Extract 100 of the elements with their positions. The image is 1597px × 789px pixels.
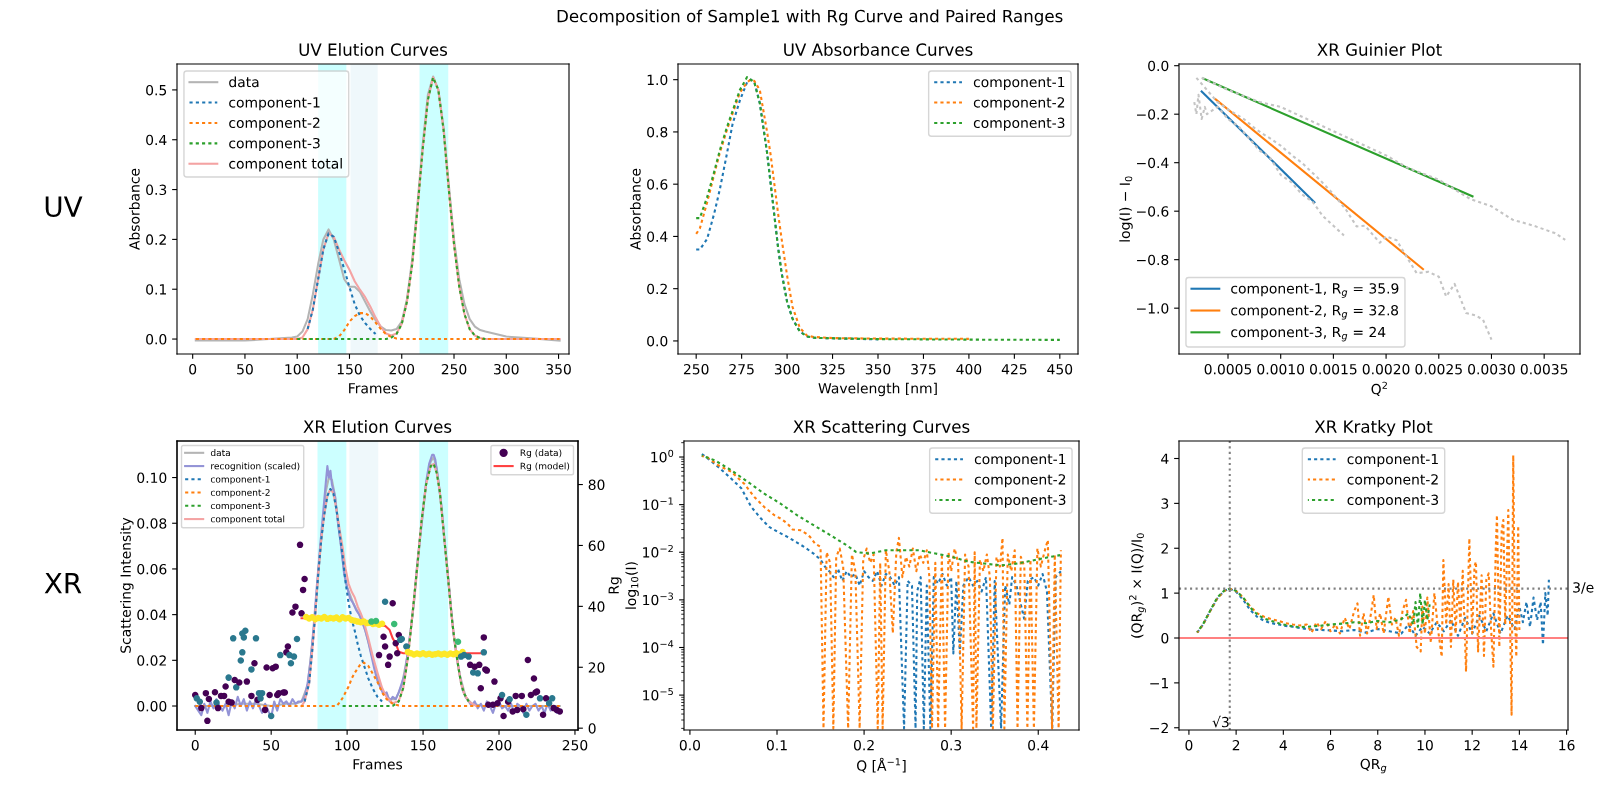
y-tick-label: 0.0	[146, 334, 167, 345]
legend-label: component-1	[1347, 453, 1438, 467]
legend-label: Rg (data)	[520, 449, 562, 458]
line-series	[341, 462, 470, 708]
y-tick-label: 0.4	[146, 134, 167, 146]
legend-label: component-1	[973, 76, 1065, 90]
x-axis-title: Q [Å$^{−1}$]	[857, 757, 906, 773]
x-tick-label: 16	[1559, 739, 1575, 751]
legend-label: component-3	[974, 494, 1066, 508]
x-tick-label: 0.3	[941, 739, 962, 751]
legend-label: component-3, R$_{g}$ = 24	[1231, 326, 1386, 342]
y2-tick-label: 0	[588, 723, 596, 734]
y-tick-label: 0.6	[647, 179, 668, 190]
y-tick-label: 10$^{−4}$	[643, 640, 674, 653]
x-tick-label: 0	[191, 739, 199, 751]
y2-tick-label: 80	[588, 479, 605, 491]
y-tick-label: −1.0	[1137, 303, 1169, 314]
y-tick-label: 0	[1161, 632, 1169, 644]
y-axis-title: log$_{10}$(I)	[625, 562, 639, 609]
legend-label: data	[229, 76, 259, 88]
x-axis-title: Frames	[353, 759, 403, 770]
x-tick-label: 350	[865, 363, 891, 375]
legend-label: component-2	[973, 97, 1065, 111]
x-tick-label: 250	[562, 739, 588, 751]
x-axis-title: Wavelength [nm]	[818, 382, 937, 397]
x-axis-title: Frames	[349, 383, 398, 394]
x-tick-label: 0.0020	[1362, 363, 1410, 375]
x-tick-label: 450	[1047, 363, 1073, 375]
legend-label: component-2	[974, 474, 1066, 488]
legend-label: component-1	[229, 97, 320, 111]
y-tick-label: 0.1	[146, 284, 166, 295]
y2-tick-label: 60	[588, 540, 605, 551]
y-tick-label: 10$^{0}$	[651, 449, 674, 463]
x-tick-label: 2	[1232, 739, 1240, 751]
y2-tick-label: 20	[588, 662, 605, 673]
x-tick-label: 0.0030	[1468, 363, 1515, 375]
x-tick-label: 0.0010	[1257, 363, 1305, 375]
x-tick-label: 50	[237, 363, 253, 375]
x-axis-title: Q$^{2}$	[1371, 381, 1387, 396]
y-tick-label: 0.2	[146, 234, 166, 245]
y-tick-label: 0.3	[146, 184, 167, 196]
y-axis-title: Absorbance	[128, 168, 140, 250]
x-tick-label: 150	[411, 739, 436, 751]
line-series	[306, 232, 377, 336]
x-tick-label: 100	[285, 363, 310, 375]
legend-label: data	[210, 449, 230, 457]
x-tick-label: 350	[546, 363, 571, 375]
legend-label: component total	[229, 158, 342, 172]
y-tick-label: 1	[1161, 588, 1168, 599]
y-tick-label: 10$^{−5}$	[643, 687, 673, 701]
legend-label: component-1	[210, 475, 270, 485]
y-tick-label: 10$^{−2}$	[643, 544, 673, 558]
x-tick-label: 12	[1464, 739, 1480, 751]
legend-label: component-3	[973, 117, 1065, 131]
line-series	[300, 462, 478, 708]
x-tick-label: 0.0025	[1415, 363, 1462, 375]
x-tick-label: 0.4	[1028, 739, 1049, 751]
x-tick-label: 4	[1279, 740, 1287, 751]
x-tick-label: 0.1	[766, 739, 787, 751]
y-tick-label: −0.2	[1137, 109, 1168, 120]
y-tick-label: 0.4	[647, 231, 668, 242]
x-tick-label: 0.0035	[1520, 363, 1568, 375]
x-tick-label: 14	[1512, 740, 1528, 751]
text: UV	[45, 196, 83, 218]
x-tick-label: 250	[441, 363, 467, 375]
y-tick-label: 0.0	[647, 335, 668, 347]
line-series	[1196, 587, 1431, 634]
legend-label: component-1	[974, 453, 1066, 467]
y-tick-label: 0.10	[137, 472, 167, 484]
y-tick-label: 0.8	[647, 126, 668, 138]
chart-title: XR Kratky Plot	[1314, 420, 1433, 437]
x-tick-label: 6	[1327, 739, 1335, 751]
y2-axis-title: Rg	[608, 577, 622, 594]
y-tick-label: 2	[1161, 543, 1168, 554]
y-tick-label: −0.6	[1137, 206, 1169, 217]
legend-label: Rg (model)	[520, 462, 570, 472]
legend-label: component-2	[229, 117, 320, 131]
chart-title: UV Absorbance Curves	[784, 43, 973, 56]
line-series	[695, 78, 970, 340]
x-tick-label: 325	[820, 363, 845, 375]
x-tick-label: 300	[494, 363, 519, 375]
ref-line-label: √3	[1212, 715, 1229, 728]
legend-label: recognition (scaled)	[211, 462, 300, 472]
line-series	[1196, 578, 1550, 646]
y-tick-label: 0.5	[146, 84, 167, 96]
x-tick-label: 8	[1374, 739, 1382, 751]
y-tick-label: 4	[1161, 453, 1169, 464]
legend-label: component total	[210, 515, 285, 525]
x-tick-label: 50	[263, 739, 280, 751]
y-tick-label: −2	[1150, 722, 1168, 734]
line-series	[1196, 454, 1521, 716]
y-axis-title: Scattering Intensity	[120, 517, 134, 653]
legend-label: component-3	[229, 137, 320, 152]
x-tick-label: 275	[729, 363, 754, 375]
x-axis-title: QR$_{g}$	[1360, 758, 1387, 774]
y-axis-title: log(I) − I$_{0}$	[1119, 176, 1133, 242]
x-tick-label: 150	[337, 363, 362, 375]
x-tick-label: 300	[774, 363, 800, 375]
y-tick-label: 0.02	[137, 655, 166, 666]
line-series	[1200, 76, 1567, 241]
